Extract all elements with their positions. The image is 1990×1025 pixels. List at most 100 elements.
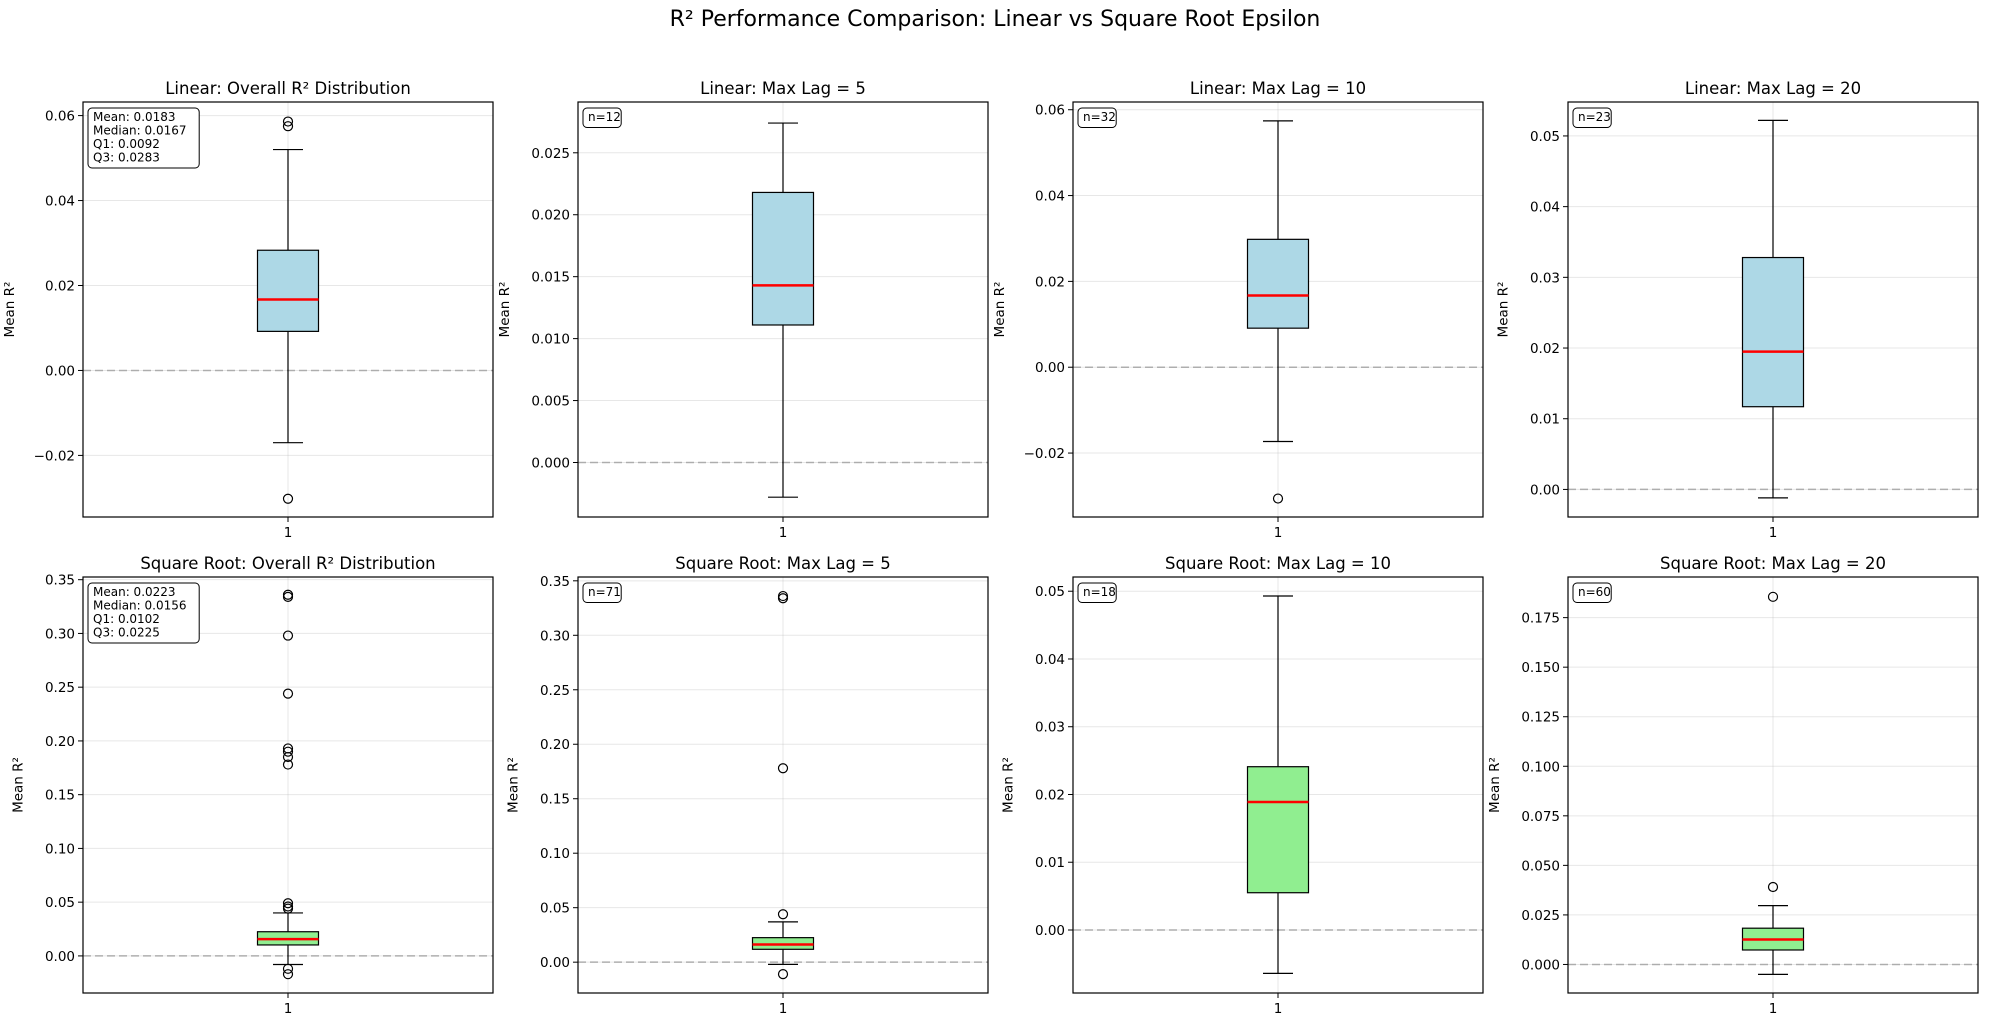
y-tick-label: −0.02: [34, 448, 75, 464]
y-tick-label: 0.04: [1530, 200, 1560, 216]
x-tick-label: 1: [1274, 1001, 1283, 1017]
y-tick-label: 0.175: [1521, 611, 1560, 627]
stats-box: [87, 582, 200, 644]
y-tick-label: 0.30: [540, 628, 570, 644]
y-axis-label: Mean R²: [992, 282, 1008, 338]
subplot-title: Square Root: Max Lag = 10: [1165, 554, 1391, 573]
outlier-point: [282, 898, 294, 909]
y-axis-label: Mean R²: [2, 282, 18, 338]
y-tick-label: 0.05: [1530, 129, 1560, 145]
y-tick-label: 0.02: [1035, 787, 1065, 803]
outlier-point: [777, 969, 789, 980]
y-tick-label: 0.075: [1521, 809, 1560, 825]
stats-box: [582, 107, 622, 128]
stats-text: Median: 0.0167: [93, 124, 187, 138]
stats-box: [582, 582, 622, 603]
outlier-point: [282, 688, 294, 699]
stats-box: [1077, 107, 1117, 128]
y-tick-label: 0.05: [1035, 584, 1065, 600]
y-tick-label: 0.00: [1035, 923, 1065, 939]
y-tick-label: 0.015: [531, 270, 570, 286]
outlier-point: [282, 903, 294, 914]
y-tick-label: 0.10: [45, 841, 75, 857]
outlier-point: [1272, 493, 1284, 504]
stats-text: Mean: 0.0223: [93, 585, 176, 599]
iqr-box: [1246, 766, 1310, 894]
outlier-point: [777, 909, 789, 920]
subplot-6: 0.00 0.05 0.10 0.15 0.20 0.25 0.30 0.35 1 Square …: [506, 554, 989, 1017]
y-tick-label: 0.005: [531, 394, 570, 410]
x-tick-label: 1: [284, 1001, 293, 1017]
y-tick-label: 0.06: [45, 109, 75, 125]
x-tick-label: 1: [1769, 1001, 1778, 1017]
stats-text: n=60: [1578, 585, 1611, 599]
y-tick-label: 0.01: [1530, 412, 1560, 428]
y-tick-label: 0.05: [45, 895, 75, 911]
y-tick-label: 0.20: [540, 737, 570, 753]
stats-text: n=23: [1578, 110, 1611, 124]
iqr-box: [256, 249, 320, 332]
outlier-point: [282, 751, 294, 763]
y-tick-label: 0.15: [540, 792, 570, 808]
y-tick-label: 0.25: [45, 680, 75, 696]
stats-text: Q3: 0.0283: [93, 151, 160, 165]
y-axis-label: Mean R²: [1496, 282, 1512, 338]
subplot-title: Square Root: Max Lag = 5: [675, 554, 890, 573]
y-tick-label: 0.00: [45, 363, 75, 379]
y-tick-label: 0.010: [531, 332, 570, 348]
iqr-box: [1741, 256, 1805, 408]
stats-text: Mean: 0.0183: [93, 110, 176, 124]
y-tick-label: 0.35: [45, 573, 75, 589]
x-tick-label: 1: [779, 525, 788, 541]
stats-text: Q1: 0.0092: [93, 137, 160, 151]
y-axis-label: Mean R²: [1001, 757, 1017, 813]
y-tick-label: 0.05: [540, 901, 570, 917]
subplot-7: 0.00 0.01 0.02 0.03 0.04 0.05 1 Square Root: Ma…: [1001, 554, 1484, 1017]
y-tick-label: 0.00: [1035, 360, 1065, 376]
stats-box: [1077, 582, 1117, 603]
subplot-2: 0.000 0.005 0.010 0.015 0.020 0.025 1 Linear: M…: [497, 79, 989, 541]
x-tick-label: 1: [284, 525, 293, 541]
outlier-point: [777, 593, 789, 604]
subplot-title: Square Root: Overall R² Distribution: [140, 554, 435, 573]
y-tick-label: 0.000: [1521, 957, 1560, 973]
y-tick-label: 0.00: [45, 949, 75, 965]
y-tick-label: 0.020: [531, 208, 570, 224]
y-tick-label: −0.02: [1024, 446, 1065, 462]
y-tick-label: 0.00: [1530, 482, 1560, 498]
outlier-point: [282, 963, 294, 974]
y-tick-label: 0.100: [1521, 759, 1560, 775]
stats-text: n=18: [1083, 585, 1116, 599]
outlier-point: [282, 969, 294, 980]
stats-text: n=32: [1083, 110, 1116, 124]
y-tick-label: 0.06: [1035, 103, 1065, 119]
stats-text: Q3: 0.0225: [93, 626, 160, 640]
outlier-point: [1767, 881, 1779, 893]
y-tick-label: 0.02: [45, 279, 75, 295]
y-tick-label: 0.00: [540, 955, 570, 971]
y-tick-label: 0.125: [1521, 710, 1560, 726]
outlier-point: [282, 746, 294, 757]
y-tick-label: 0.04: [1035, 189, 1065, 205]
y-tick-label: 0.25: [540, 683, 570, 699]
y-tick-label: 0.03: [1530, 270, 1560, 286]
subplot-title: Linear: Max Lag = 5: [700, 79, 866, 98]
y-axis-label: Mean R²: [1487, 757, 1503, 813]
y-tick-label: 0.02: [1530, 341, 1560, 357]
x-tick-label: 1: [779, 1001, 788, 1017]
stats-text: Q1: 0.0102: [93, 612, 160, 626]
outlier-point: [282, 591, 294, 602]
y-tick-label: 0.15: [45, 788, 75, 804]
stats-text: Median: 0.0156: [93, 599, 187, 613]
subplot-title: Square Root: Max Lag = 20: [1660, 554, 1886, 573]
y-axis-label: Mean R²: [497, 282, 513, 338]
stats-text: n=12: [588, 110, 621, 124]
subplot-title: Linear: Max Lag = 10: [1190, 79, 1366, 98]
iqr-box: [751, 191, 815, 326]
x-tick-label: 1: [1769, 525, 1778, 541]
x-tick-label: 1: [1274, 525, 1283, 541]
y-axis-label: Mean R²: [506, 757, 522, 813]
y-tick-label: 0.01: [1035, 855, 1065, 871]
outlier-point: [1767, 591, 1779, 602]
